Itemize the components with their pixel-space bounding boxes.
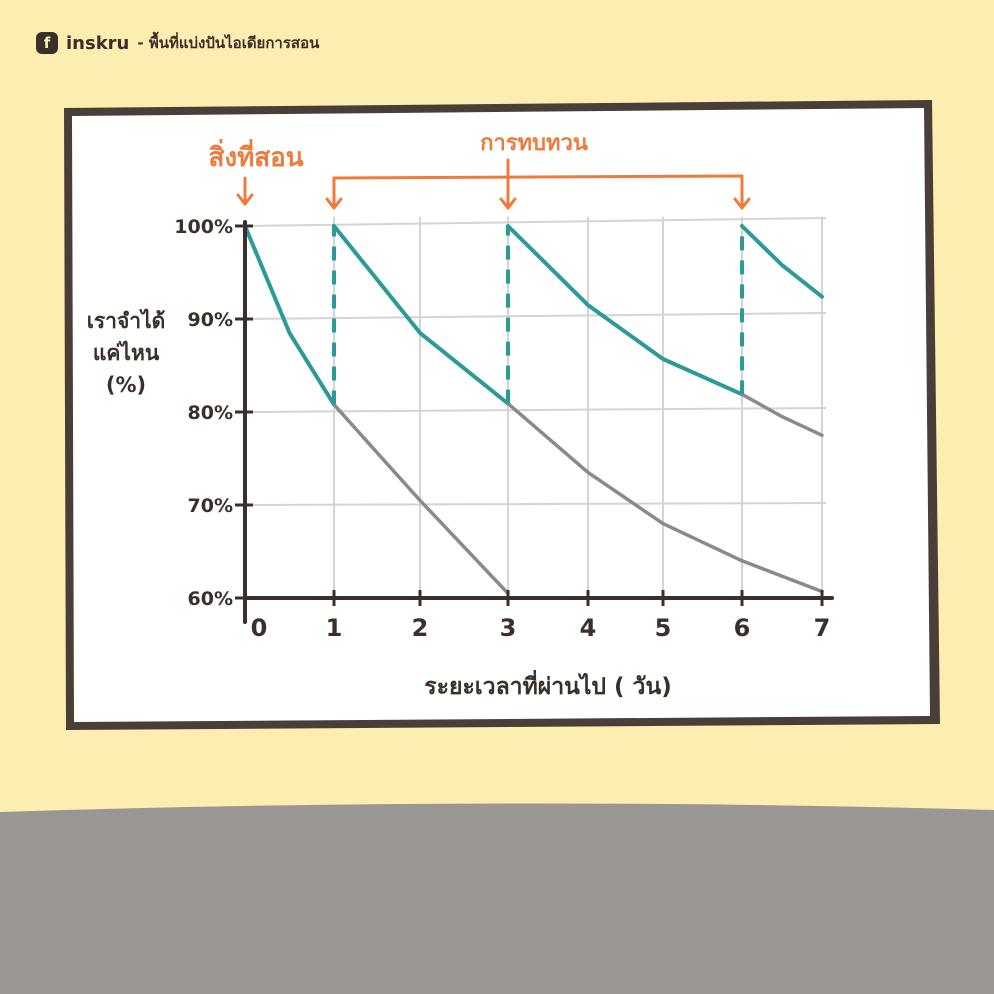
teach-arrow-head [236, 193, 254, 206]
review-curve [332, 224, 510, 406]
grid-line-horizontal [244, 502, 827, 506]
review-arrow-head [499, 197, 517, 210]
brand-header: f inskru - พื้นที่แบ่งปันไอเดียการสอน [36, 30, 319, 56]
y-axis-label-line-3: (%) [106, 373, 146, 397]
review-arrow-head [733, 197, 751, 210]
grid-line-horizontal [244, 312, 827, 320]
chart-annotations [236, 158, 751, 210]
facebook-icon[interactable]: f [36, 32, 58, 54]
x-tick-label: 2 [412, 614, 429, 642]
review-curve [506, 224, 744, 397]
y-tick-label: 100% [174, 216, 233, 238]
review-curve [243, 224, 336, 407]
forgetting-curve [740, 392, 824, 438]
y-tick-label: 70% [188, 495, 233, 517]
review-curve [740, 224, 824, 299]
x-axis-label: ระยะเวลาที่ผ่านไป ( วัน) [424, 669, 671, 700]
brand-name[interactable]: inskru [66, 32, 130, 54]
grid-line-horizontal [244, 217, 827, 227]
y-tick-label: 60% [188, 588, 233, 610]
brand-tagline: - พื้นที่แบ่งปันไอเดียการสอน [137, 34, 320, 52]
y-axis-label-line-1: เราจำได้ [87, 308, 166, 333]
annotation-teach: สิ่งที่สอน [209, 138, 304, 173]
x-tick-label: 0 [251, 614, 268, 642]
review-arrow-head [325, 197, 343, 210]
annotation-review: การทบทวน [480, 131, 588, 156]
forgetting-curve [332, 402, 510, 596]
y-tick-label: 90% [188, 309, 233, 331]
y-tick-label: 80% [188, 402, 233, 424]
x-tick-label: 7 [814, 614, 831, 642]
x-tick-label: 6 [734, 614, 751, 642]
x-tick-label: 1 [326, 614, 343, 642]
x-tick-label: 5 [655, 614, 672, 642]
x-tick-label: 4 [580, 614, 597, 642]
chart-axes [243, 220, 834, 624]
chart-ticks: 0 1 2 3 4 5 6 7 60% 70% 80% 90% 100% [174, 216, 830, 642]
x-tick-label: 3 [500, 614, 517, 642]
y-axis-label-line-2: แค่ไหน [93, 340, 160, 365]
chart-lines [243, 224, 824, 596]
forgetting-curve [506, 401, 824, 594]
floor [0, 803, 994, 994]
